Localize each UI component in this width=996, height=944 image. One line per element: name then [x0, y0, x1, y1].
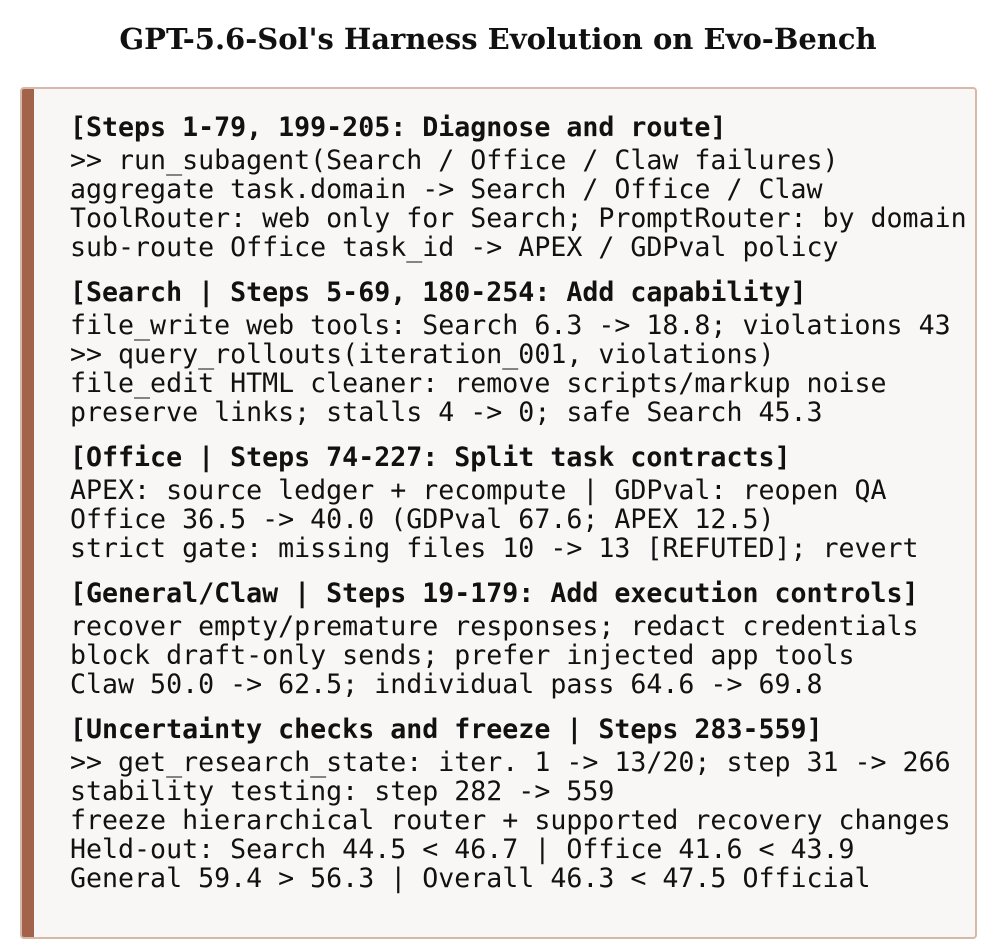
log-line: recover empty/premature responses; redac…: [70, 611, 919, 642]
log-line: Office 36.5 -> 40.0 (GDPval 67.6; APEX 1…: [70, 504, 775, 535]
log-line: strict gate: missing files 10 -> 13 [REF…: [70, 533, 919, 564]
accent-bar: [22, 89, 34, 937]
log-content: [Steps 1-79, 199-205: Diagnose and route…: [70, 113, 967, 909]
log-line: Held-out: Search 44.5 < 46.7 | Office 41…: [70, 834, 855, 865]
log-line: preserve links; stalls 4 -> 0; safe Sear…: [70, 397, 823, 428]
log-line: freeze hierarchical router + supported r…: [70, 805, 951, 836]
section-heading: [Uncertainty checks and freeze | Steps 2…: [70, 714, 823, 745]
section: [Uncertainty checks and freeze | Steps 2…: [70, 715, 967, 893]
log-line: sub-route Office task_id -> APEX / GDPva…: [70, 232, 839, 263]
section: [General/Claw | Steps 19-179: Add execut…: [70, 579, 967, 699]
section: [Search | Steps 5-69, 180-254: Add capab…: [70, 278, 967, 427]
log-line: >> query_rollouts(iteration_001, violati…: [70, 339, 775, 370]
log-line: stability testing: step 282 -> 559: [70, 776, 615, 807]
section-heading: [General/Claw | Steps 19-179: Add execut…: [70, 578, 919, 609]
title: GPT-5.6-Sol's Harness Evolution on Evo-B…: [119, 22, 877, 56]
log-line: APEX: source ledger + recompute | GDPval…: [70, 475, 887, 506]
log-line: >> get_research_state: iter. 1 -> 13/20;…: [70, 747, 951, 778]
section-heading: [Office | Steps 74-227: Split task contr…: [70, 442, 791, 473]
log-line: >> run_subagent(Search / Office / Claw f…: [70, 145, 839, 176]
section: [Office | Steps 74-227: Split task contr…: [70, 443, 967, 563]
log-panel: [Steps 1-79, 199-205: Diagnose and route…: [20, 87, 977, 939]
log-line: file_edit HTML cleaner: remove scripts/m…: [70, 368, 887, 399]
log-line: ToolRouter: web only for Search; PromptR…: [70, 203, 967, 234]
log-line: General 59.4 > 56.3 | Overall 46.3 < 47.…: [70, 863, 871, 894]
section-heading: [Search | Steps 5-69, 180-254: Add capab…: [70, 277, 807, 308]
section: [Steps 1-79, 199-205: Diagnose and route…: [70, 113, 967, 262]
log-line: block draft-only sends; prefer injected …: [70, 640, 855, 671]
log-line: file_write web tools: Search 6.3 -> 18.8…: [70, 310, 951, 341]
log-line: Claw 50.0 -> 62.5; individual pass 64.6 …: [70, 669, 823, 700]
log-line: aggregate task.domain -> Search / Office…: [70, 174, 823, 205]
section-heading: [Steps 1-79, 199-205: Diagnose and route…: [70, 112, 727, 143]
